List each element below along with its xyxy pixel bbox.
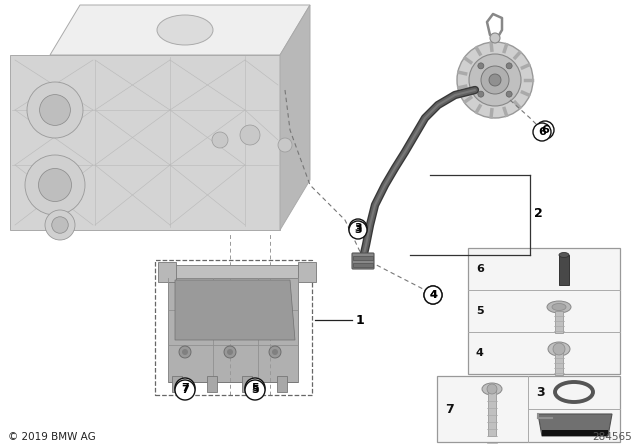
Text: 2: 2 [534,207,543,220]
Text: 7: 7 [445,402,454,415]
Circle shape [469,54,521,106]
Circle shape [272,349,278,355]
Text: 6: 6 [538,127,546,137]
Text: 6: 6 [541,125,549,135]
Bar [488,388,496,436]
Text: 5: 5 [476,306,484,316]
Text: 5: 5 [251,385,259,395]
Text: 3: 3 [354,223,362,233]
Circle shape [245,378,265,398]
Ellipse shape [482,383,502,395]
Circle shape [533,123,551,141]
Text: 7: 7 [181,383,189,393]
Bar [298,262,316,282]
Bar [158,262,176,282]
Circle shape [212,132,228,148]
Circle shape [52,217,68,233]
Bar [242,376,252,392]
Text: 3: 3 [354,225,362,235]
Bar [353,256,373,260]
Bar [559,255,569,285]
Polygon shape [538,414,612,436]
Ellipse shape [548,342,570,356]
Circle shape [553,343,565,355]
Polygon shape [50,5,310,55]
Bar [353,263,373,267]
Bar [207,376,217,392]
Bar [555,311,563,333]
Circle shape [490,33,500,43]
Circle shape [349,219,367,237]
Circle shape [175,380,195,400]
Polygon shape [10,55,280,230]
Circle shape [182,349,188,355]
Circle shape [481,66,509,94]
Text: 284565: 284565 [592,432,632,442]
Text: 3: 3 [536,385,545,399]
Circle shape [245,380,265,400]
Circle shape [224,346,236,358]
Bar [277,376,287,392]
Circle shape [175,378,195,398]
Ellipse shape [157,15,213,45]
Bar [172,376,182,392]
Circle shape [179,346,191,358]
Circle shape [536,121,554,139]
Circle shape [27,82,83,138]
Polygon shape [168,268,298,382]
Ellipse shape [559,253,569,258]
Polygon shape [280,5,310,230]
Text: © 2019 BMW AG: © 2019 BMW AG [8,432,96,442]
Circle shape [38,168,72,202]
Circle shape [240,125,260,145]
Text: 4: 4 [429,290,437,300]
Text: 7: 7 [181,385,189,395]
Bar [542,430,608,436]
Circle shape [269,346,281,358]
Circle shape [25,155,85,215]
Ellipse shape [547,301,571,313]
Ellipse shape [552,303,566,310]
Bar [468,248,620,374]
Circle shape [349,221,367,239]
Text: 6: 6 [476,264,484,274]
Circle shape [487,384,497,394]
Circle shape [506,63,512,69]
Circle shape [40,95,70,125]
Circle shape [45,210,75,240]
Circle shape [489,74,501,86]
Text: 5: 5 [251,383,259,393]
Circle shape [478,91,484,97]
Circle shape [424,286,442,304]
FancyBboxPatch shape [352,253,374,269]
Polygon shape [175,280,295,340]
Circle shape [424,286,442,304]
Bar [437,376,620,442]
Text: 4: 4 [429,290,437,300]
Bar [155,260,312,395]
Circle shape [506,91,512,97]
Text: 4: 4 [476,348,484,358]
Circle shape [478,63,484,69]
Polygon shape [160,265,305,278]
Bar [555,351,563,375]
Circle shape [457,42,533,118]
Circle shape [227,349,233,355]
Text: 1: 1 [356,314,365,327]
Circle shape [278,138,292,152]
